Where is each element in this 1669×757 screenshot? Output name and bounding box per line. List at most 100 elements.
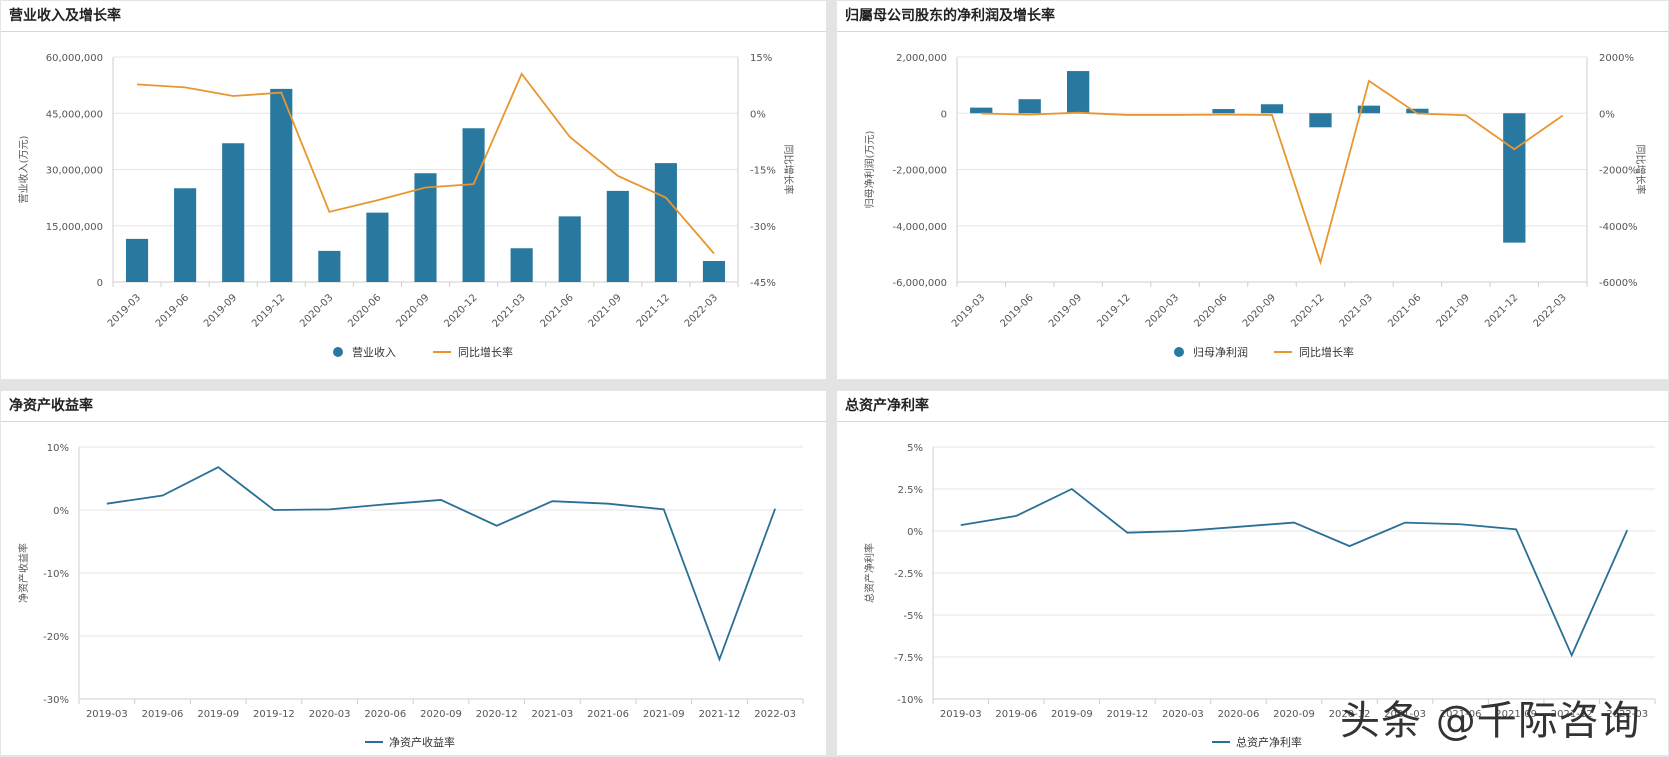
bar [222,143,245,282]
bar [702,261,726,282]
x-tick-label: 2021-03 [490,292,527,329]
revenue-chart: 0 15,000,000 30,000,000 45,000,000 60,000,00… [17,53,795,359]
y2-tick-label: 0% [1599,109,1615,120]
y-tick-label: -2.5% [894,569,923,580]
bar [1018,99,1041,114]
x-tick-label: 2021-09 [587,292,624,329]
bar [654,163,677,282]
series-line [106,466,776,662]
y-tick-label: 0 [941,109,947,120]
x-tick-label: 2022-03 [1606,709,1648,720]
x-tick-label: 2019-03 [86,709,128,720]
x-tick-label: 2019-06 [154,292,191,329]
x-tick-label: 2021-12 [699,709,741,720]
x-tick-label: 2021-03 [531,709,573,720]
x-tick-label: 2021-06 [587,709,629,720]
bar [462,128,485,282]
bar [558,216,581,282]
bar [1212,109,1235,114]
title-divider [837,31,1668,32]
legend-label: 总资产净利率 [1236,735,1302,749]
x-tick-label: 2020-12 [1329,709,1371,720]
x-tick-label: 2021-06 [539,292,576,329]
x-tick-label: 2021-03 [1338,292,1375,329]
title-divider [1,421,826,422]
x-tick-label: 2020-03 [1162,709,1204,720]
panel-title: 归屬母公司股东的净利润及增长率 [845,8,1055,24]
x-tick-label: 2021-12 [635,292,672,329]
x-tick-label: 2021-06 [1440,709,1482,720]
y-tick-label: 60,000,000 [46,53,103,64]
y2-axis-title: 同比增长率 [782,145,795,195]
y-tick-label: -10% [43,569,69,580]
y2-tick-label: -6000% [1599,278,1638,289]
y-axis-title: 净资产收益率 [17,543,30,603]
y-tick-label: 45,000,000 [46,109,103,120]
x-tick-label: 2021-03 [1384,709,1426,720]
title-divider [1,31,826,32]
roe-chart: -30% -20% -10% 0% 10% 2019-03 2019-06 2019-09 20… [17,443,804,749]
x-tick-label: 2019-06 [995,709,1037,720]
x-tick-label: 2019-06 [142,709,184,720]
x-tick-label: 2020-12 [1289,292,1326,329]
y-tick-label: -5% [904,611,923,622]
x-tick-label: 2020-09 [420,709,462,720]
panel-title: 净资产收益率 [9,398,93,414]
series-line [960,487,1629,658]
bar [174,188,197,282]
bar [970,107,993,114]
x-tick-label: 2022-03 [683,292,720,329]
x-tick-label: 2019-09 [1051,709,1093,720]
x-tick-label: 2019-12 [1095,292,1132,329]
x-tick-label: 2019-12 [250,292,287,329]
bar [1067,71,1090,114]
y-tick-label: 15,000,000 [46,222,103,233]
roa-panel: 总资产净利率 -10% -7.5% -5% -2.5% 0% 2.5% 5% 2019-03 2… [836,390,1669,756]
growth-line [981,79,1564,266]
roa-chart: -10% -7.5% -5% -2.5% 0% 2.5% 5% 2019-03 2019-06 2… [863,443,1656,749]
x-tick-label: 2022-03 [754,709,796,720]
bar [510,248,533,282]
y-tick-label: -7.5% [894,653,923,664]
x-tick-label: 2019-06 [998,292,1035,329]
y2-tick-label: -45% [750,278,776,289]
y-axis-title: 营业收入(万元) [17,136,30,204]
x-tick-label: 2021-12 [1551,709,1593,720]
roe-panel: 净资产收益率 -30% -20% -10% 0% 10% 2019-03 2019-06 20… [0,390,827,756]
y2-tick-label: 2000% [1599,53,1634,64]
x-tick-label: 2020-06 [1218,709,1260,720]
x-tick-label: 2021-12 [1483,292,1520,329]
x-tick-label: 2021-09 [643,709,685,720]
legend-bar-marker [333,347,343,357]
y-tick-label: 5% [907,443,923,454]
x-tick-label: 2020-09 [1273,709,1315,720]
revenue-panel: 营业收入及增长率 0 15,000,000 30,000,000 45,000,000… [0,0,827,380]
y2-tick-label: -15% [750,166,776,177]
x-tick-label: 2020-03 [1144,292,1181,329]
x-tick-label: 2020-06 [346,292,383,329]
panel-title: 总资产净利率 [845,398,929,414]
x-tick-label: 2021-09 [1435,292,1472,329]
y-tick-label: 0% [907,527,923,538]
x-tick-label: 2022-03 [1532,292,1569,329]
bar [1357,105,1381,114]
x-tick-label: 2020-03 [298,292,335,329]
bar [318,250,341,282]
bar [606,190,629,282]
legend-bar-marker [1174,347,1184,357]
y-axis-title: 归母净利润(万元) [863,131,876,209]
x-tick-label: 2020-03 [309,709,351,720]
x-tick-label: 2020-06 [364,709,406,720]
y-tick-label: 2.5% [898,485,923,496]
y2-tick-label: 15% [750,53,772,64]
bar [1309,113,1332,128]
x-tick-label: 2019-09 [197,709,239,720]
bar [1406,108,1429,114]
x-tick-label: 2020-12 [476,709,518,720]
y-tick-label: -2,000,000 [892,166,947,177]
y-tick-label: 10% [47,443,69,454]
y2-tick-label: -30% [750,222,776,233]
y-tick-label: 30,000,000 [46,166,103,177]
x-tick-label: 2019-09 [1047,292,1084,329]
bar [366,212,389,282]
